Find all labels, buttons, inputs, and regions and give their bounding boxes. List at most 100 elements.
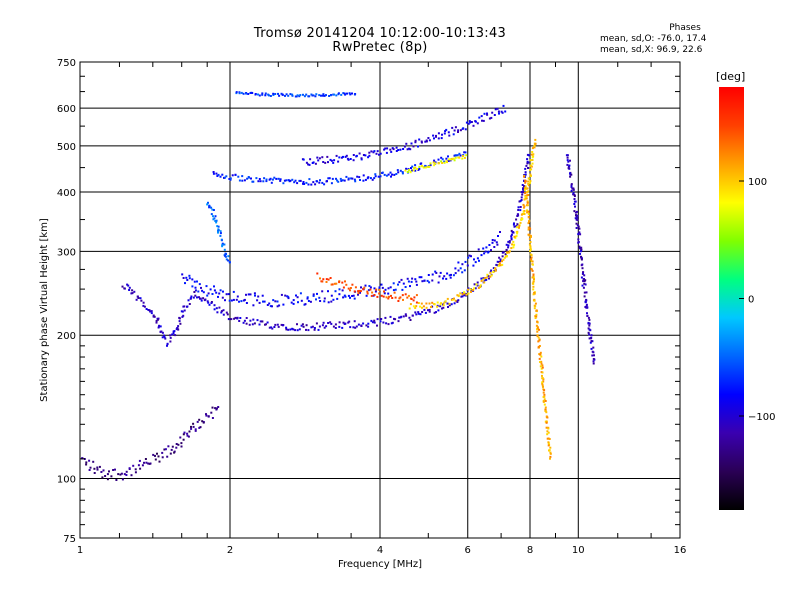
- data-point: [425, 140, 428, 143]
- data-point: [180, 442, 183, 445]
- data-point: [588, 337, 591, 340]
- data-point: [482, 247, 485, 250]
- data-point: [307, 183, 310, 186]
- data-point: [526, 158, 529, 161]
- data-point: [287, 94, 290, 97]
- data-point: [511, 243, 514, 246]
- data-point: [201, 289, 204, 292]
- data-point: [528, 220, 531, 223]
- data-point: [277, 177, 280, 180]
- data-point: [449, 158, 452, 161]
- data-point: [293, 181, 296, 184]
- data-point: [532, 276, 535, 279]
- data-point: [259, 180, 262, 183]
- data-point: [466, 264, 469, 267]
- data-point: [208, 303, 211, 306]
- data-point: [263, 177, 266, 180]
- data-point: [196, 420, 199, 423]
- data-point: [314, 183, 317, 186]
- data-point: [440, 302, 443, 305]
- data-point: [403, 145, 406, 148]
- data-point: [305, 93, 308, 96]
- data-point: [280, 293, 283, 296]
- data-point: [478, 259, 480, 262]
- data-point: [415, 294, 418, 297]
- data-point: [524, 171, 527, 174]
- data-point: [521, 184, 524, 186]
- data-point: [508, 250, 511, 253]
- data-point: [291, 94, 294, 97]
- data-point: [428, 308, 431, 311]
- data-point: [313, 328, 316, 331]
- data-point: [412, 305, 415, 308]
- data-point: [153, 315, 156, 318]
- data-point: [200, 286, 202, 289]
- data-point: [287, 328, 290, 331]
- data-point: [145, 308, 148, 310]
- data-point: [229, 177, 232, 180]
- data-point: [585, 303, 588, 306]
- data-point: [529, 241, 532, 243]
- data-point: [121, 285, 124, 288]
- data-point: [317, 328, 320, 331]
- data-point: [447, 160, 450, 162]
- data-point: [210, 302, 213, 304]
- data-point: [530, 260, 533, 263]
- data-point: [346, 92, 348, 95]
- data-point: [510, 237, 513, 240]
- data-point: [389, 286, 392, 289]
- data-point: [546, 416, 549, 419]
- data-point: [238, 179, 241, 182]
- data-point: [363, 286, 366, 289]
- data-point: [428, 302, 431, 305]
- data-point: [242, 92, 245, 95]
- data-point: [323, 94, 326, 97]
- x-tick-label: 16: [674, 545, 687, 556]
- data-point: [354, 286, 357, 289]
- data-point: [333, 93, 336, 96]
- data-point: [467, 122, 470, 125]
- data-point: [545, 426, 548, 429]
- data-point: [541, 377, 544, 380]
- data-point: [314, 95, 317, 98]
- data-point: [586, 314, 589, 317]
- data-point: [221, 245, 224, 248]
- data-point: [279, 179, 282, 182]
- data-point: [187, 299, 190, 302]
- data-point: [530, 153, 533, 156]
- data-point: [295, 294, 297, 297]
- data-point: [289, 93, 292, 96]
- data-point: [532, 293, 535, 296]
- data-point: [371, 291, 374, 294]
- data-point: [516, 232, 519, 235]
- data-point: [228, 299, 231, 302]
- data-point: [580, 276, 583, 279]
- data-point: [441, 158, 444, 161]
- data-point: [215, 219, 218, 222]
- data-point: [196, 280, 198, 283]
- data-point: [400, 315, 403, 318]
- data-point: [580, 264, 583, 267]
- data-point: [169, 452, 172, 455]
- data-point: [512, 246, 515, 249]
- data-point: [383, 173, 386, 176]
- data-point: [269, 95, 272, 97]
- data-point: [379, 175, 382, 178]
- data-point: [549, 451, 552, 454]
- data-point: [93, 472, 96, 474]
- data-point: [476, 281, 479, 284]
- data-point: [530, 256, 533, 259]
- data-point: [398, 316, 401, 319]
- data-point: [156, 452, 158, 455]
- data-point: [412, 169, 415, 172]
- data-point: [532, 273, 535, 276]
- data-point: [318, 157, 321, 160]
- data-point: [222, 290, 224, 293]
- data-point: [437, 309, 440, 312]
- data-point: [316, 180, 318, 183]
- data-point: [323, 300, 326, 303]
- data-point: [536, 328, 538, 331]
- data-point: [215, 221, 218, 224]
- data-point: [451, 126, 454, 129]
- data-point: [200, 299, 203, 302]
